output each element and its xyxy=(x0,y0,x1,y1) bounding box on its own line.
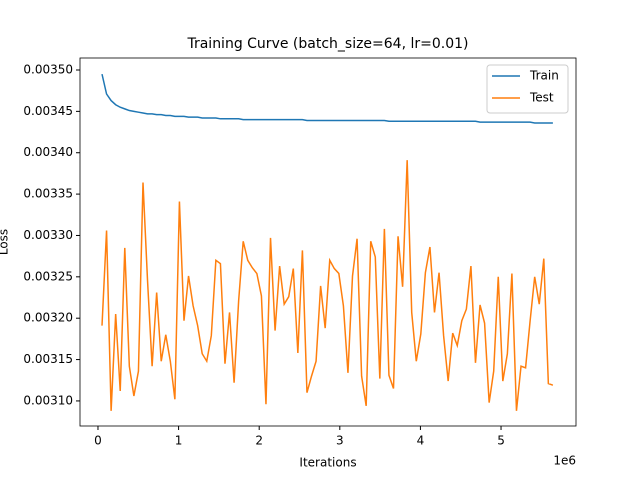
y-tick-label: 0.00340 xyxy=(23,145,73,159)
legend-label: Train xyxy=(529,69,559,83)
x-tick-label: 2 xyxy=(255,434,263,448)
x-tick-label: 4 xyxy=(417,434,425,448)
legend-label: Test xyxy=(529,91,554,105)
legend-box xyxy=(486,64,569,114)
y-tick-label: 0.00320 xyxy=(23,311,73,325)
x-offset-label: 1e6 xyxy=(553,454,576,468)
y-tick-label: 0.00325 xyxy=(23,269,73,283)
x-tick-label: 0 xyxy=(94,434,102,448)
x-axis-label: Iterations xyxy=(299,456,356,470)
x-tick-label: 5 xyxy=(497,434,505,448)
x-tick-label: 3 xyxy=(336,434,344,448)
y-tick-label: 0.00345 xyxy=(23,104,73,118)
series-line xyxy=(101,160,554,411)
y-axis-label: Loss xyxy=(0,229,11,255)
y-tick-label: 0.00315 xyxy=(23,352,73,366)
y-tick-label: 0.00335 xyxy=(23,187,73,201)
x-tick-label: 1 xyxy=(175,434,183,448)
chart-title: Training Curve (batch_size=64, lr=0.01) xyxy=(186,36,468,52)
series-line xyxy=(101,73,553,124)
y-tick-label: 0.00330 xyxy=(23,228,73,242)
y-tick-label: 0.00310 xyxy=(23,393,73,407)
y-tick-label: 0.00350 xyxy=(23,62,73,76)
plot-frame xyxy=(79,57,577,427)
